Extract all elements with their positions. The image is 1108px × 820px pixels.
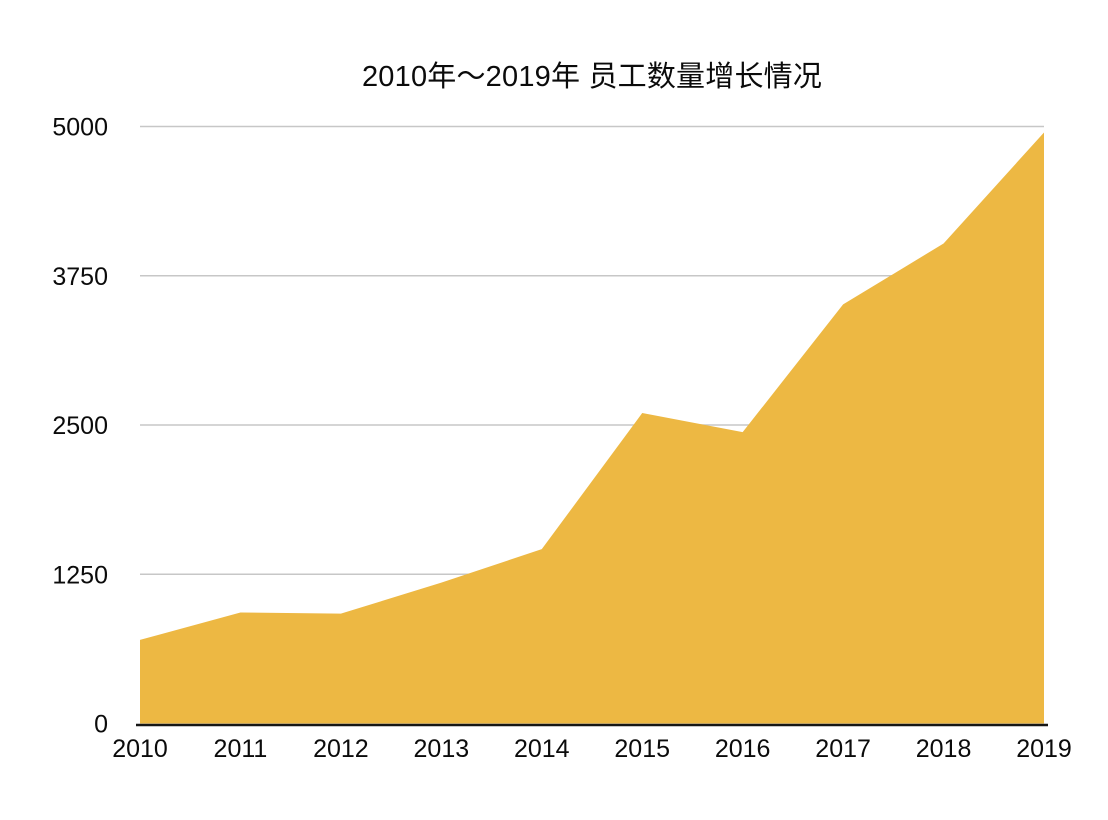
x-tick-label-2017: 2017 xyxy=(815,735,871,763)
x-axis-labels: 2010 2011 2012 2013 2014 2015 2016 2017 2018 2019 xyxy=(112,735,1072,763)
x-tick-label-2015: 2015 xyxy=(614,735,670,763)
x-tick-label-2011: 2011 xyxy=(214,735,268,763)
y-tick-label-3750: 3750 xyxy=(52,263,108,291)
y-tick-label-1250: 1250 xyxy=(52,561,108,589)
x-tick-label-2014: 2014 xyxy=(514,735,570,763)
y-tick-label-2500: 2500 xyxy=(52,412,108,440)
y-axis-labels: 0 1250 2500 3750 5000 xyxy=(52,114,108,739)
x-tick-label-2019: 2019 xyxy=(1016,735,1072,763)
x-tick-label-2016: 2016 xyxy=(715,735,771,763)
x-tick-label-2018: 2018 xyxy=(916,735,972,763)
x-tick-label-2012: 2012 xyxy=(313,735,369,763)
x-tick-label-2010: 2010 xyxy=(112,735,168,763)
area-series xyxy=(140,132,1044,724)
x-tick-label-2013: 2013 xyxy=(414,735,470,763)
chart-title: 2010年～2019年 员工数量增长情况 xyxy=(361,61,823,93)
y-tick-label-0: 0 xyxy=(94,711,108,739)
y-tick-label-5000: 5000 xyxy=(52,114,108,142)
